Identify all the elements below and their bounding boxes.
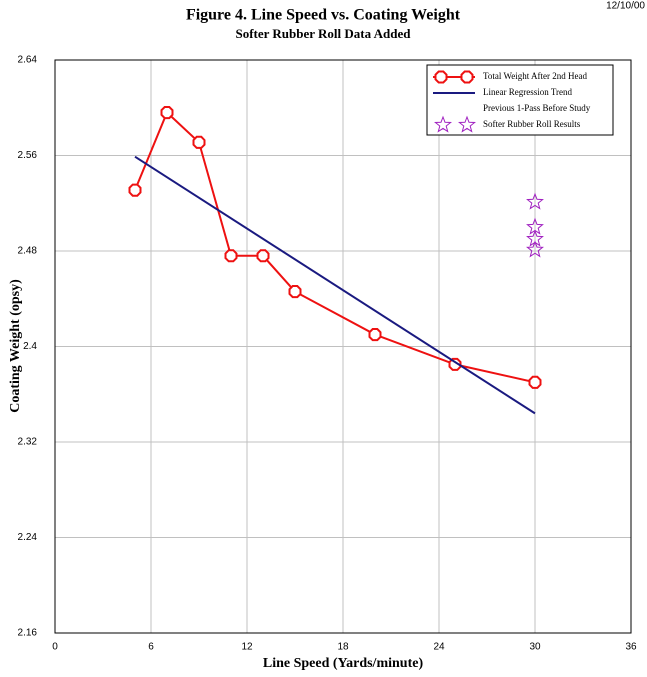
x-tick-label: 12 (241, 642, 253, 653)
y-tick-label: 2.64 (18, 55, 38, 66)
legend-label: Linear Regression Trend (483, 87, 572, 97)
y-tick-label: 2.24 (18, 532, 38, 543)
legend-label: Previous 1-Pass Before Study (483, 103, 591, 113)
y-tick-label: 2.4 (23, 341, 37, 352)
x-tick-label: 0 (52, 642, 58, 653)
y-tick-label: 2.16 (18, 628, 38, 639)
plot-border (54, 59, 632, 634)
x-axis-label: Line Speed (Yards/minute) (263, 656, 424, 671)
legend-label: Total Weight After 2nd Head (483, 71, 587, 81)
marker (448, 357, 462, 371)
y-tick-label: 2.48 (18, 246, 38, 257)
chart-subtitle: Softer Rubber Roll Data Added (235, 26, 411, 41)
date: 12/10/00 (606, 1, 645, 12)
x-tick-label: 30 (529, 642, 541, 653)
chart-title: Figure 4. Line Speed vs. Coating Weight (186, 7, 461, 24)
marker (528, 375, 542, 389)
marker (434, 115, 452, 133)
marker (128, 183, 142, 197)
marker (224, 249, 238, 263)
marker (192, 135, 206, 149)
marker (458, 115, 476, 133)
marker (256, 249, 270, 263)
marker (434, 70, 448, 84)
y-tick-label: 2.56 (18, 150, 38, 161)
marker (288, 285, 302, 299)
series-line (134, 155, 536, 415)
x-tick-label: 18 (337, 642, 349, 653)
marker (368, 328, 382, 342)
marker (160, 106, 174, 120)
y-axis-label: Coating Weight (opsy) (8, 279, 23, 413)
legend-label: Softer Rubber Roll Results (483, 119, 581, 129)
x-tick-label: 24 (433, 642, 445, 653)
marker (526, 240, 544, 258)
y-tick-label: 2.32 (18, 437, 38, 448)
x-tick-label: 6 (148, 642, 154, 653)
marker (460, 70, 474, 84)
x-tick-label: 36 (625, 642, 637, 653)
marker (526, 192, 544, 210)
